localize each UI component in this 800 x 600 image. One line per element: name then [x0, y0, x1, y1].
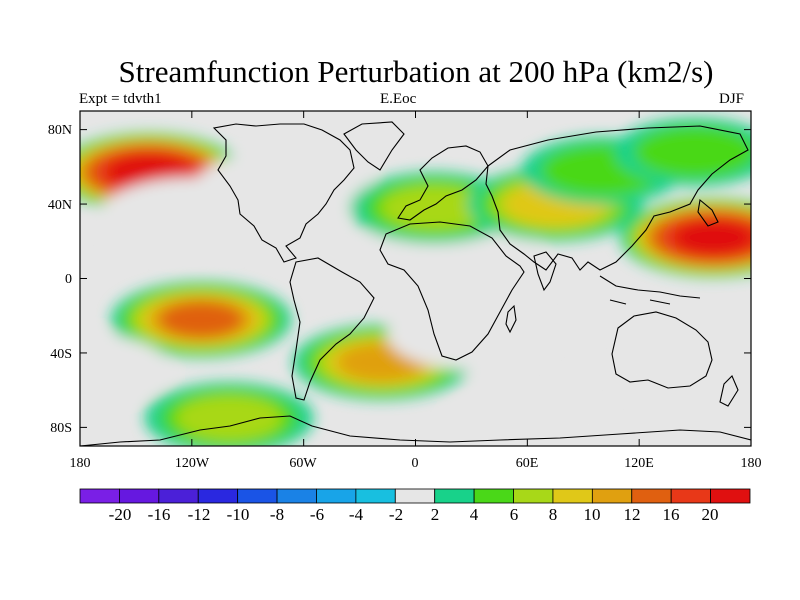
south-america-coast: [289, 257, 375, 401]
colorbar-swatch: [158, 488, 199, 504]
x-tick-label: 180: [70, 456, 91, 471]
colorbar-swatch: [119, 488, 160, 504]
colorbar-swatch: [670, 488, 711, 504]
x-tick-label: 120E: [624, 456, 654, 471]
colorbar-swatch: [434, 488, 475, 504]
colorbar-label: -12: [188, 505, 211, 524]
colorbar-label: 6: [510, 505, 519, 524]
colorbar-swatch: [197, 488, 239, 504]
europe-coast: [397, 145, 489, 221]
streamfunction-field: [80, 117, 751, 446]
colorbar-swatch: [79, 488, 120, 504]
x-tick-label: 180: [741, 456, 762, 471]
colorbar-label: -4: [349, 505, 364, 524]
field-contour-band: [615, 334, 751, 409]
x-tick-label: 60W: [289, 456, 317, 471]
colorbar-label: 10: [584, 505, 601, 524]
colorbar-label: 12: [624, 505, 641, 524]
india-coast: [533, 251, 557, 292]
field-contour-band: [634, 125, 751, 178]
colorbar-label: -6: [310, 505, 324, 524]
colorbar-swatch: [237, 488, 278, 504]
axis-ticks: [79, 111, 752, 446]
colorbar-swatch: [631, 488, 672, 504]
colorbar-label: -2: [389, 505, 403, 524]
x-tick-label: 0: [412, 456, 419, 471]
colorbar-swatch: [591, 488, 633, 504]
season-label: DJF: [719, 91, 745, 107]
colorbar-label: 8: [549, 505, 558, 524]
africa-coast: [379, 221, 525, 361]
new-zealand-coast: [719, 375, 739, 407]
colorbar-label: 16: [663, 505, 680, 524]
colorbar-swatch: [316, 488, 357, 504]
case-label: E.Eoc: [380, 91, 417, 107]
field-contour-band: [80, 333, 170, 402]
colorbar-swatch: [552, 488, 593, 504]
colorbar-swatch: [710, 488, 751, 504]
colorbar-label: -20: [109, 505, 132, 524]
y-tick-label: 80N: [48, 123, 72, 138]
coastlines: [80, 121, 751, 446]
colorbar-label: 2: [431, 505, 440, 524]
colorbar-swatch: [473, 488, 514, 504]
field-contour-band: [387, 298, 556, 370]
x-tick-labels: 180 120W 60W 0 60E 120E 180: [70, 456, 762, 471]
colorbar-label: -8: [270, 505, 284, 524]
colorbar: [79, 488, 751, 504]
field-contour-band: [159, 301, 243, 338]
colorbar-swatch: [276, 488, 317, 504]
greenland-coast: [343, 121, 405, 171]
australia-coast: [611, 311, 713, 389]
field-contour-band: [673, 220, 751, 255]
colorbar-swatch: [355, 488, 396, 504]
colorbar-label: 20: [702, 505, 719, 524]
x-tick-label: 120W: [175, 456, 210, 471]
field-contour-band: [192, 150, 378, 228]
y-tick-label: 40N: [48, 198, 72, 213]
colorbar-swatch: [394, 488, 436, 504]
y-tick-label: 40S: [50, 347, 72, 362]
colorbar-label: -16: [148, 505, 171, 524]
north-america-coast: [212, 123, 355, 263]
experiment-label: Expt = tdvth1: [79, 91, 162, 107]
plot-title: Streamfunction Perturbation at 200 hPa (…: [118, 54, 714, 89]
southeast-asia-islands: [599, 275, 701, 305]
japan-coast: [697, 198, 719, 227]
colorbar-swatch: [513, 488, 554, 504]
y-tick-labels: 80N 40N 0 40S 80S: [48, 123, 72, 436]
madagascar-coast: [505, 304, 517, 334]
colorbar-labels: -20 -16 -12 -10 -8 -6 -4 -2 2 4 6 8 10 1…: [109, 505, 719, 524]
y-tick-label: 80S: [50, 421, 72, 436]
x-tick-label: 60E: [516, 456, 539, 471]
colorbar-label: -10: [227, 505, 250, 524]
colorbar-label: 4: [470, 505, 479, 524]
asia-coast: [485, 125, 749, 271]
y-tick-label: 0: [65, 272, 72, 287]
antarctica-coast: [80, 415, 751, 446]
field-contour-band: [444, 392, 610, 446]
